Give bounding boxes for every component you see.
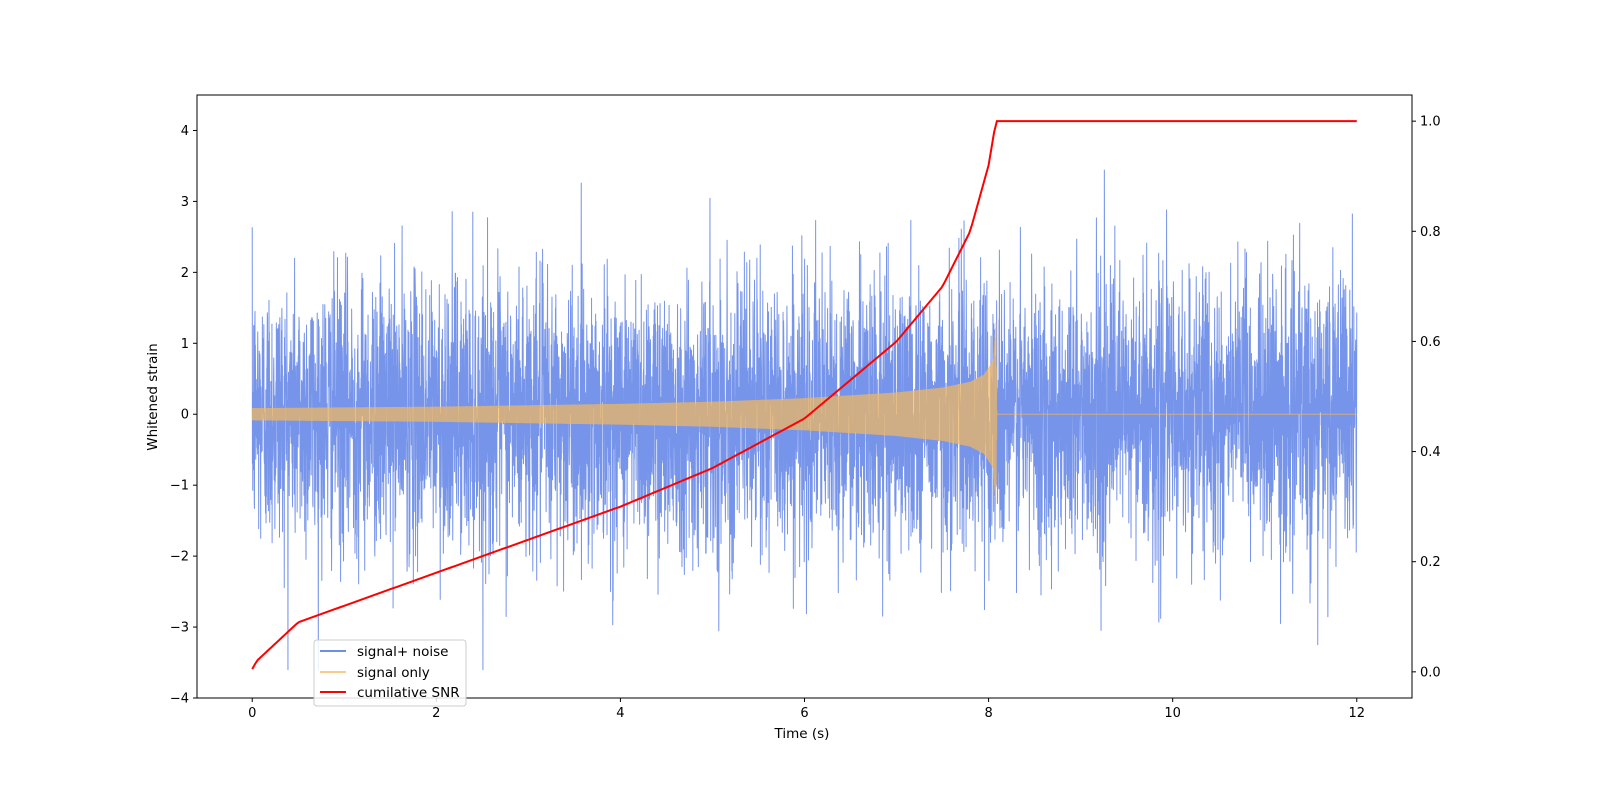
legend-box bbox=[313, 639, 467, 707]
x-tick-label: 0 bbox=[248, 706, 256, 721]
x-axis-label: Time (s) bbox=[774, 726, 830, 742]
x-tick-label: 8 bbox=[984, 706, 992, 721]
y-tick-label: 3 bbox=[181, 195, 189, 210]
y-axis-right: 0.0 0.2 0.4 0.6 0.8 1.0 bbox=[1412, 115, 1441, 680]
x-tick-label: 12 bbox=[1348, 706, 1365, 721]
x-axis: 0 2 4 6 8 10 12 bbox=[248, 698, 1365, 721]
x-tick-label: 6 bbox=[800, 706, 808, 721]
x-tick-label: 2 bbox=[432, 706, 440, 721]
y-tick-label: −4 bbox=[170, 692, 189, 707]
y2-tick-label: 0.6 bbox=[1420, 335, 1441, 350]
y-axis-label: Whitened strain bbox=[145, 343, 161, 450]
y2-tick-label: 0.8 bbox=[1420, 225, 1441, 240]
y2-tick-label: 0.0 bbox=[1420, 665, 1441, 680]
y2-tick-label: 0.2 bbox=[1420, 555, 1441, 570]
y-tick-label: 1 bbox=[181, 337, 189, 352]
series-signal-only-line bbox=[251, 321, 1358, 504]
x-tick-label: 10 bbox=[1164, 706, 1181, 721]
legend-label-cumulative-snr: cumilative SNR bbox=[357, 685, 460, 701]
series-signal-noise-line bbox=[251, 169, 1358, 671]
y2-tick-label: 1.0 bbox=[1420, 115, 1441, 130]
y-tick-label: −1 bbox=[170, 479, 189, 494]
y-tick-label: −3 bbox=[170, 621, 189, 636]
y-tick-label: 4 bbox=[181, 124, 189, 139]
series-cumulative-snr-line bbox=[251, 120, 1357, 670]
legend-label-signal-noise: signal+ noise bbox=[357, 644, 448, 660]
legend: signal+ noise signal only cumilative SNR bbox=[313, 639, 467, 707]
y-axis-left: −4 −3 −2 −1 0 1 2 3 4 bbox=[170, 124, 197, 707]
y-tick-label: −2 bbox=[170, 550, 189, 565]
plot-area bbox=[251, 120, 1358, 671]
x-tick-label: 4 bbox=[616, 706, 624, 721]
legend-label-signal-only: signal only bbox=[357, 665, 430, 681]
y2-tick-label: 0.4 bbox=[1420, 445, 1441, 460]
y-tick-label: 2 bbox=[181, 266, 189, 281]
y-tick-label: 0 bbox=[181, 408, 189, 423]
